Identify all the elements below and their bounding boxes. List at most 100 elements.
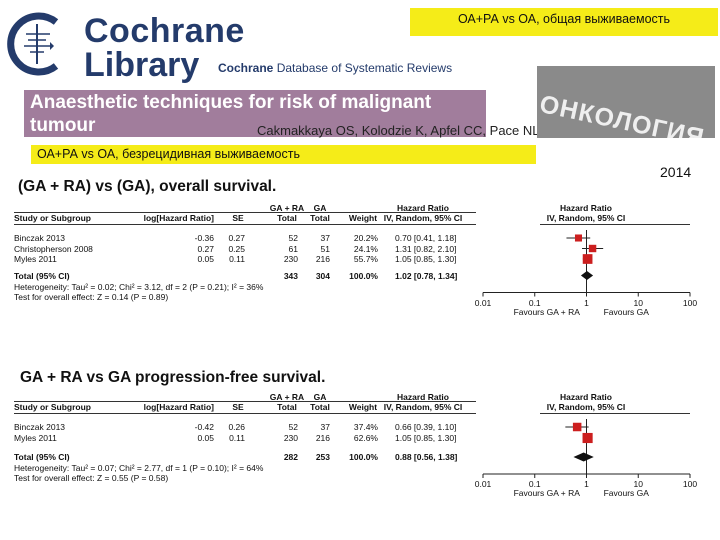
forest-plot-progression-free-survival: GA + RA vs GA progression-free survival.…	[0, 365, 720, 505]
study-loghr: -0.36	[194, 233, 214, 243]
x-tick-label: 1	[584, 297, 589, 308]
title-vs: vs	[82, 369, 109, 386]
col-total2-head: Total	[310, 402, 330, 412]
favours-left-label: Favours GA + RA	[513, 488, 580, 498]
total-n1: 343	[283, 270, 298, 281]
total-weight: 100.0%	[349, 452, 378, 462]
study-se: 0.11	[229, 254, 245, 264]
study-ci: 1.05 [0.85, 1.30]	[395, 254, 457, 264]
x-tick-label: 0.1	[528, 297, 541, 308]
study-weight: 55.7%	[353, 254, 378, 264]
x-tick-label: 0.01	[474, 297, 492, 308]
point-estimate	[582, 254, 593, 264]
point-estimate	[582, 432, 593, 444]
col-hr-head: Hazard Ratio	[397, 203, 449, 213]
study-weight: 20.2%	[353, 233, 378, 243]
authors: Cakmakkaya OS, Kolodzie K, Apfel CC, Pac…	[257, 123, 540, 138]
study-loghr: 0.05	[197, 254, 214, 264]
study-se: 0.25	[228, 243, 245, 254]
x-tick-label: 0.1	[528, 479, 541, 489]
top-title-banner: ОА+РА vs ОА, общая выживаемость	[410, 8, 718, 36]
study-n2: 37	[320, 233, 330, 243]
cochrane-logo-icon	[7, 12, 59, 76]
title-group-a: (GA + RA)	[18, 178, 92, 195]
favours-right-label: Favours GA	[603, 488, 649, 498]
x-tick-label: 10	[633, 479, 643, 489]
title-group-b: GA	[108, 369, 131, 386]
study-weight: 24.1%	[353, 243, 378, 254]
col-loghr-head: log[Hazard Ratio]	[143, 402, 214, 412]
total-diamond	[580, 271, 594, 280]
study-name: Binczak 2013	[14, 422, 66, 432]
study-se: 0.11	[229, 433, 245, 443]
point-estimate	[574, 234, 583, 242]
point-estimate	[572, 422, 582, 432]
study-n1: 230	[283, 433, 298, 443]
study-name: Myles 2011	[14, 254, 57, 264]
col-total2-head: Total	[310, 213, 330, 223]
header-rule-top	[14, 212, 476, 213]
header-rule-bottom	[14, 224, 476, 225]
header-rule-bottom	[14, 413, 476, 414]
favours-right-label: Favours GA	[603, 306, 649, 317]
total-n2: 304	[315, 270, 330, 281]
study-n1: 52	[288, 422, 298, 432]
database-rest: Database of Systematic Reviews	[273, 61, 453, 75]
x-tick-label: 10	[633, 297, 643, 308]
col-hr-sub: IV, Random, 95% CI	[383, 402, 463, 412]
total-ci: 0.88 [0.56, 1.38]	[395, 452, 458, 462]
study-n1: 230	[283, 254, 298, 264]
review-title-line1: Anaesthetic techniques for risk of malig…	[30, 92, 432, 136]
col-plot-sub: IV, Random, 95% CI	[546, 402, 626, 412]
study-n2: 216	[315, 254, 330, 264]
col-group2-head: GA	[313, 203, 327, 213]
heterogeneity-text: Heterogeneity: Tau² = 0.07; Chi² = 2.77,…	[14, 463, 264, 473]
forest-plot-title: GA + RA vs GA progression-free survival.	[20, 369, 325, 387]
study-name: Christopherson 2008	[14, 243, 93, 254]
col-group1-head: GA + RA	[269, 203, 305, 213]
total-diamond	[573, 452, 594, 462]
col-hr-sub: IV, Random, 95% CI	[383, 213, 463, 223]
subtitle-banner: ОА+РА vs ОА, безрецидивная выживаемость	[31, 145, 536, 164]
year-label: 2014	[660, 164, 692, 180]
total-n1: 282	[283, 452, 298, 462]
study-loghr: 0.27	[197, 243, 214, 254]
study-name: Myles 2011	[14, 433, 57, 443]
x-tick-label: 100	[682, 479, 698, 489]
col-se-head: SE	[232, 402, 244, 412]
title-outcome: progression-free survival.	[130, 369, 326, 386]
total-label: Total (95% CI)	[14, 270, 70, 281]
study-n2: 37	[320, 422, 330, 432]
title-group-b: (GA),	[116, 178, 155, 195]
study-se: 0.27	[228, 233, 245, 243]
study-ci: 0.66 [0.39, 1.10]	[395, 422, 457, 432]
col-group2-head: GA	[313, 392, 327, 402]
study-n2: 216	[315, 433, 330, 443]
col-weight-head: Weight	[348, 213, 378, 223]
plot-header-rule	[540, 224, 690, 225]
study-weight: 62.6%	[353, 433, 378, 443]
favours-left-label: Favours GA + RA	[513, 306, 580, 317]
total-ci: 1.02 [0.78, 1.34]	[395, 270, 458, 281]
col-plot-head: Hazard Ratio	[560, 392, 612, 402]
study-ci: 1.31 [0.82, 2.10]	[395, 243, 457, 254]
col-study-head: Study or Subgroup	[14, 402, 91, 412]
x-tick-label: 1	[584, 479, 589, 489]
oncology-stamp-text: ОНКОЛОГИЯ	[537, 90, 708, 138]
plot-header-rule	[540, 413, 690, 414]
total-label: Total (95% CI)	[14, 452, 70, 462]
database-name: Cochrane Database of Systematic Reviews	[218, 61, 452, 75]
study-se: 0.26	[228, 422, 245, 432]
study-name: Binczak 2013	[14, 233, 66, 243]
col-plot-sub: IV, Random, 95% CI	[546, 213, 626, 223]
col-plot-head: Hazard Ratio	[560, 203, 612, 213]
overall-effect-text: Test for overall effect: Z = 0.55 (P = 0…	[14, 473, 169, 483]
col-total1-head: Total	[277, 402, 297, 412]
brand-name: Cochrane	[84, 12, 245, 50]
study-n1: 52	[288, 233, 298, 243]
col-group1-head: GA + RA	[269, 392, 305, 402]
total-weight: 100.0%	[349, 270, 378, 281]
forest-plot-svg	[482, 230, 691, 297]
col-study-head: Study or Subgroup	[14, 213, 91, 223]
point-estimate	[588, 244, 597, 253]
